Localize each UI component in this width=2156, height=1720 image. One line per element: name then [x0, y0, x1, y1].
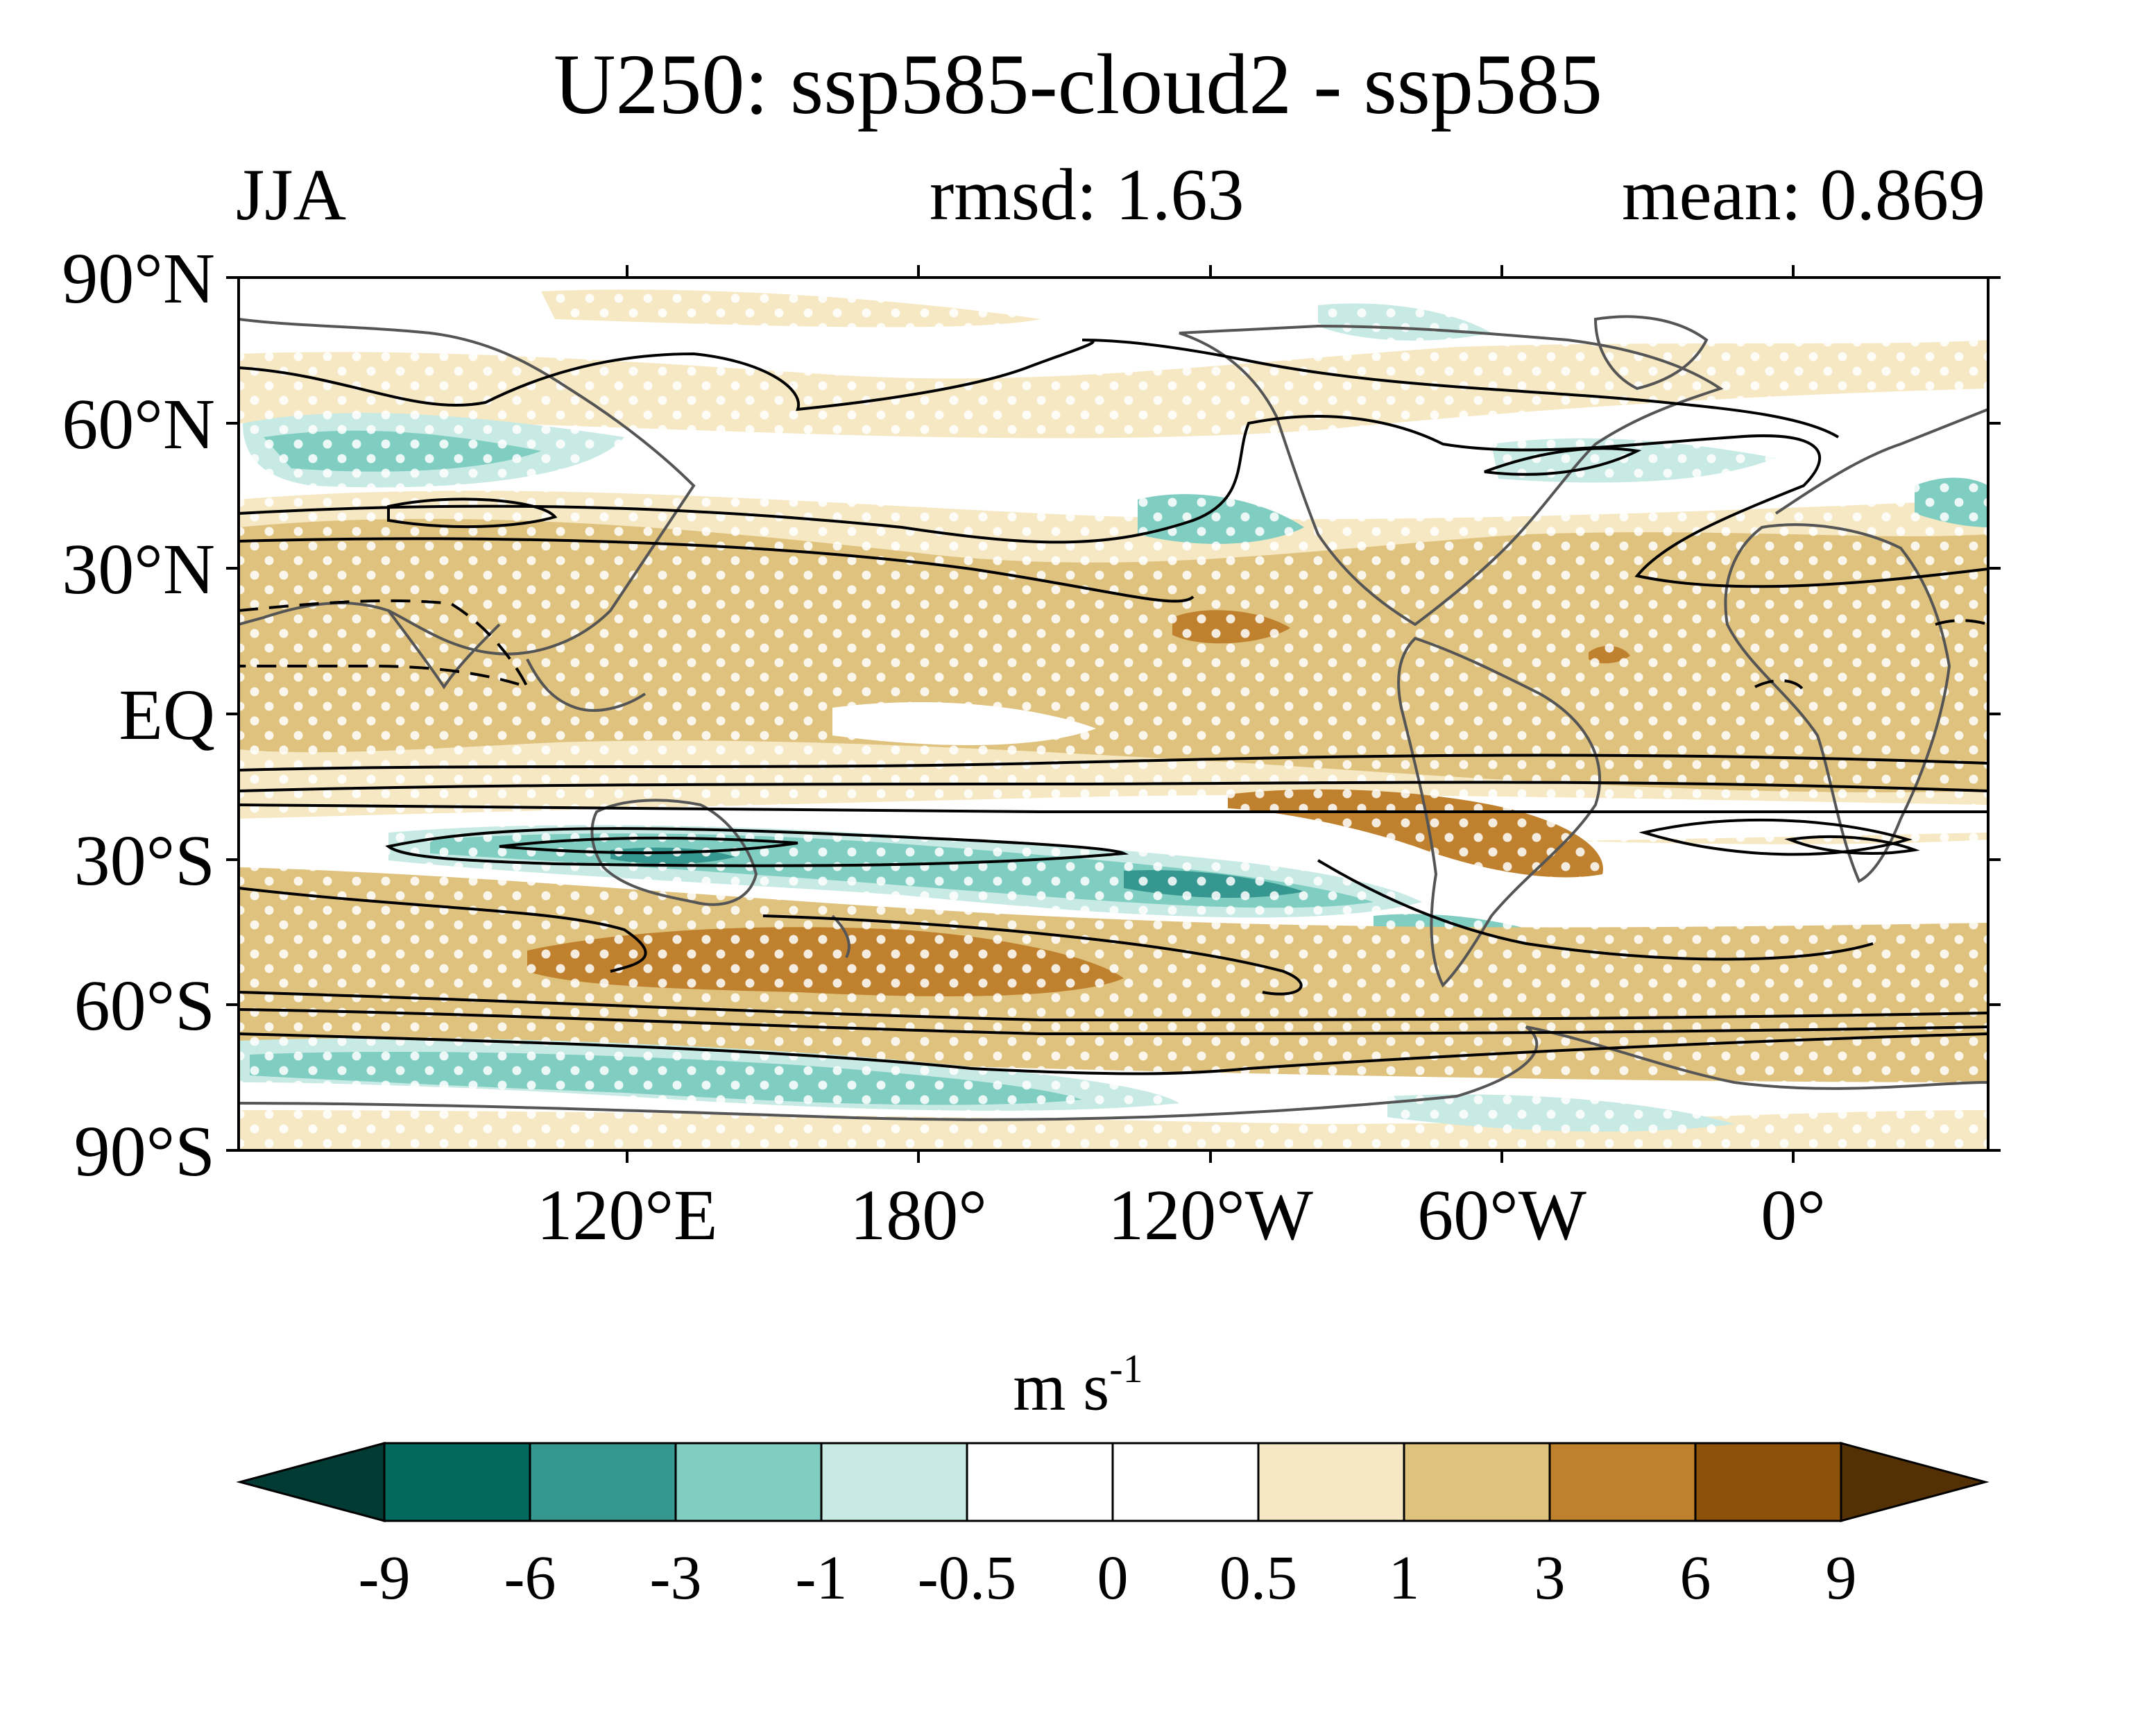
contour-neg-indo: [239, 599, 530, 690]
lon-label-120e: 120°E: [536, 1175, 718, 1255]
figure-title: U250: ssp585-cloud2 - ssp585: [553, 37, 1603, 132]
contour-nh-2: [239, 415, 1988, 588]
colorbar-label-8: 1: [1388, 1544, 1420, 1612]
lat-label-30n: 30°N: [62, 529, 215, 609]
coast-greenland: [1593, 315, 1709, 391]
contour-sh-5: [762, 914, 1303, 996]
coast-antarctica: [239, 1025, 1988, 1121]
contour-sh-jet-mid: [499, 837, 798, 855]
lon-label-120w: 120°W: [1108, 1175, 1313, 1255]
colorbar-label-7: 0.5: [1219, 1544, 1298, 1612]
contour-satl: [1639, 818, 1913, 856]
colorbar-label-11: 9: [1825, 1544, 1857, 1612]
colorbar-box-3: [674, 1442, 823, 1522]
coast-australia: [590, 799, 758, 906]
colorbar-box-9: [1548, 1442, 1697, 1522]
significance-stippling: [239, 278, 1988, 1150]
colorbar-box-5: [966, 1442, 1114, 1522]
contour-nh-3: [239, 537, 1195, 603]
lon-label-60w: 60°W: [1417, 1175, 1586, 1255]
colorbar-box-8: [1403, 1442, 1551, 1522]
lon-ticks: [626, 265, 1795, 1163]
colorbar-units: m s-1: [0, 1349, 2156, 1425]
contour-sh-6: [239, 991, 1988, 1022]
lat-label-60s: 60°S: [74, 966, 215, 1046]
negative-contours: [239, 599, 1988, 692]
colorbar-box-2: [529, 1442, 677, 1522]
coast-europe: [1774, 408, 1988, 515]
colorbar-box-1: [383, 1442, 531, 1522]
season-label: JJA: [236, 154, 347, 235]
colorbar-min-arrow: [236, 1442, 386, 1522]
lon-label-180: 180°: [850, 1175, 987, 1255]
units-exponent: -1: [1109, 1346, 1143, 1391]
units-base: m s: [1013, 1349, 1110, 1425]
colorbar-label-4: -1: [795, 1544, 848, 1612]
contour-sh-7: [239, 1008, 1988, 1036]
lat-ticks: [226, 276, 2001, 1152]
mean-label: mean: 0.869: [1622, 154, 1985, 235]
colorbar-box-6: [1111, 1442, 1260, 1522]
contour-sh-8: [239, 1032, 1988, 1075]
lat-label-eq: EQ: [119, 675, 215, 755]
coast-asia: [239, 318, 696, 656]
coast-namerica: [1179, 324, 1724, 627]
colorbar-label-10: 6: [1679, 1544, 1711, 1612]
lat-label-90s: 90°S: [74, 1112, 215, 1191]
climatology-contours: [239, 339, 1988, 1075]
colorbar-box-4: [820, 1442, 968, 1522]
colorbar-box-10: [1694, 1442, 1842, 1522]
contour-npac-jet: [387, 497, 558, 529]
colorbar-label-9: 3: [1534, 1544, 1566, 1612]
contour-sh-3: [239, 803, 1988, 814]
colorbar-label-6: 0: [1097, 1544, 1129, 1612]
colorbar-label-5: -0.5: [917, 1544, 1017, 1612]
colorbar-label-3: -3: [649, 1544, 702, 1612]
coast-seasia: [526, 658, 647, 712]
colorbar-label-2: -6: [504, 1544, 556, 1612]
contour-sh-jet-inner: [385, 827, 1129, 867]
contour-nh-1: [239, 339, 1840, 438]
rmsd-label: rmsd: 1.63: [930, 154, 1244, 235]
coast-india: [387, 609, 501, 690]
lon-label-0: 0°: [1761, 1175, 1826, 1255]
colorbar-max-arrow: [1840, 1442, 1990, 1522]
contour-sio-2: [1784, 835, 1920, 855]
lat-label-30s: 30°S: [74, 821, 215, 901]
map-plot-area: [239, 278, 1988, 1150]
colorbar-label-1: -9: [358, 1544, 411, 1612]
lat-label-60n: 60°N: [62, 384, 215, 464]
contour-sam: [1317, 859, 1874, 961]
contour-neg-atl: [1754, 679, 1805, 692]
colorbar-box-7: [1257, 1442, 1405, 1522]
contour-natl-jet: [1484, 447, 1642, 476]
contour-sh-2: [239, 781, 1988, 792]
lat-label-90n: 90°N: [62, 239, 215, 318]
colorbar: [236, 1442, 1990, 1522]
contour-neg-io: [1935, 619, 1988, 626]
contour-sh-1: [239, 753, 1988, 772]
contour-sh-4: [239, 887, 647, 973]
